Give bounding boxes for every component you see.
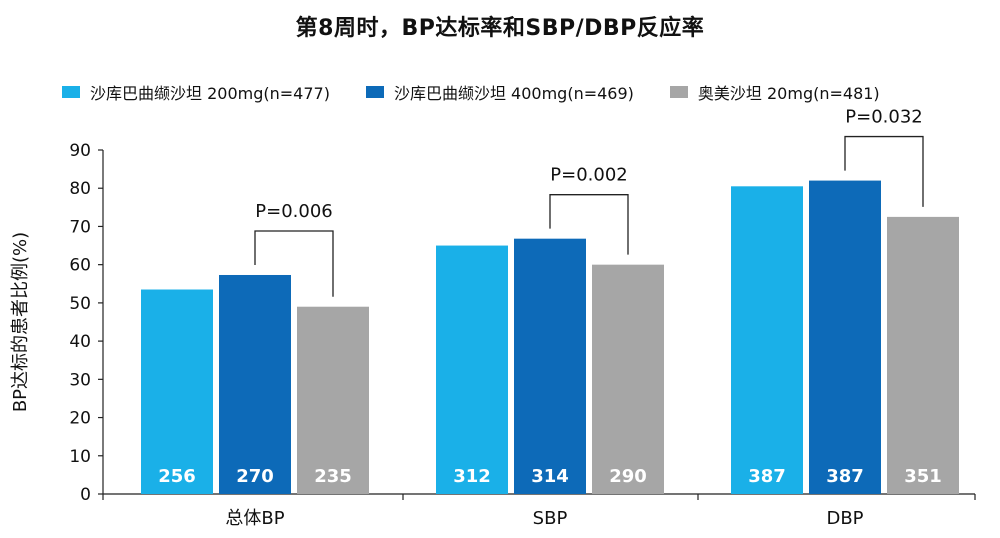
- legend-swatch-series-2: [365, 86, 384, 98]
- bar: [141, 289, 213, 494]
- bar-data-label: 235: [314, 466, 352, 487]
- bar-data-label: 387: [748, 466, 786, 487]
- bar: [809, 180, 881, 495]
- p-value-label: P=0.006: [255, 201, 332, 222]
- bar: [592, 264, 664, 494]
- x-tick-label: 总体BP: [225, 508, 284, 529]
- significance-bracket: [844, 135, 924, 207]
- bar-data-label: 387: [826, 466, 864, 487]
- y-tick-label: 30: [69, 370, 91, 390]
- bar-data-label: 270: [236, 466, 274, 487]
- bar-data-label: 312: [453, 466, 491, 487]
- significance-bracket: [549, 194, 629, 255]
- y-tick-label: 20: [69, 409, 91, 429]
- y-tick-label: 0: [80, 485, 91, 505]
- legend-label-series-1: 沙库巴曲缬沙坦 200mg(n=477): [90, 84, 330, 103]
- y-tick-label: 50: [69, 294, 91, 314]
- significance-bracket: [254, 230, 334, 297]
- legend-item-series-2: 沙库巴曲缬沙坦 400mg(n=469): [365, 80, 634, 104]
- y-tick-label: 80: [69, 179, 91, 199]
- y-tick-label: 60: [69, 256, 91, 276]
- chart-title: 第8周时，BP达标率和SBP/DBP反应率: [295, 16, 705, 41]
- y-axis-label: BP达标的患者比例(%): [10, 232, 31, 412]
- legend-item-series-1: 沙库巴曲缬沙坦 200mg(n=477): [62, 80, 330, 104]
- legend-swatch-series-3: [669, 86, 688, 98]
- x-tick-label: SBP: [533, 508, 568, 529]
- bar: [436, 245, 508, 494]
- bar: [297, 306, 369, 494]
- bar-data-label: 314: [531, 466, 569, 487]
- bar-data-label: 290: [609, 466, 647, 487]
- x-tick-label: DBP: [826, 508, 863, 529]
- bar-data-label: 256: [158, 466, 196, 487]
- bar-data-label: 351: [904, 466, 942, 487]
- bar: [731, 186, 803, 495]
- y-tick-label: 10: [69, 447, 91, 467]
- p-value-label: P=0.032: [845, 107, 922, 128]
- p-value-label: P=0.002: [550, 165, 627, 186]
- bar: [887, 216, 959, 494]
- legend-label-series-2: 沙库巴曲缬沙坦 400mg(n=469): [393, 84, 634, 103]
- legend-item-series-3: 奥美沙坦 20mg(n=481): [669, 80, 880, 104]
- y-tick-label: 40: [69, 332, 91, 352]
- bar: [219, 274, 291, 494]
- y-tick-label: 70: [69, 217, 91, 237]
- legend-label-series-3: 奥美沙坦 20mg(n=481): [697, 84, 880, 103]
- bar: [514, 238, 586, 494]
- y-tick-label: 90: [69, 141, 91, 161]
- legend-swatch-series-1: [62, 86, 80, 98]
- legend: 沙库巴曲缬沙坦 200mg(n=477) 沙库巴曲缬沙坦 400mg(n=469…: [62, 80, 880, 104]
